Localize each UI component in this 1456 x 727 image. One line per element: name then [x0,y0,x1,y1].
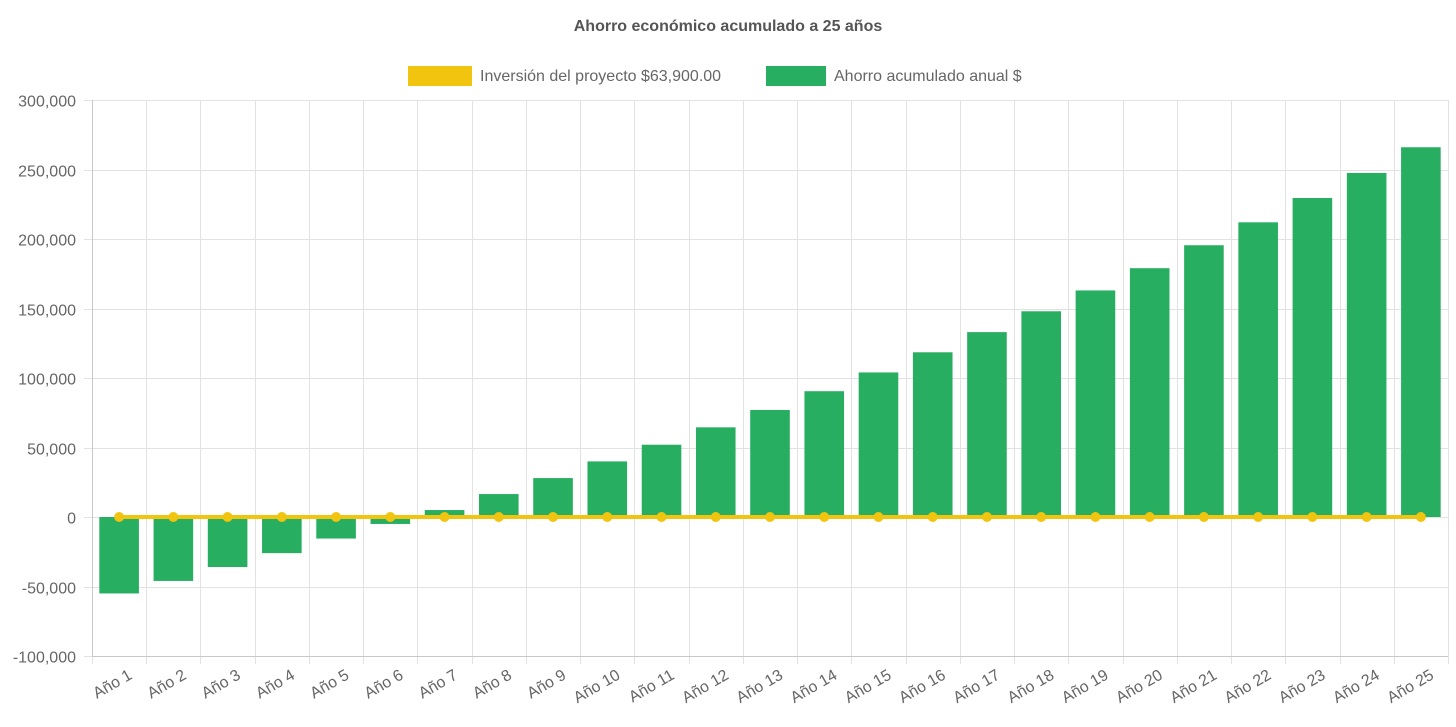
bar-Año-11[interactable] [641,444,682,517]
x-tick-label: Año 20 [1113,667,1166,707]
x-tick-label: Año 16 [896,667,949,707]
x-tick-label: Año 19 [1059,667,1112,707]
x-tick-label: Año 6 [362,667,407,703]
investment-point-Año-11[interactable] [656,512,667,522]
legend-item-savings[interactable]: Ahorro acumulado anual $ [766,66,1022,86]
bar-Año-1[interactable] [99,517,139,594]
investment-point-Año-24[interactable] [1361,512,1372,522]
x-tick-label: Año 13 [734,667,787,707]
x-tick-label: Año 17 [951,667,1004,707]
x-tick-label: Año 1 [90,667,135,703]
bar-Año-20[interactable] [1129,268,1170,517]
savings-bars [99,147,1441,594]
x-tick-label: Año 7 [416,667,461,703]
investment-point-Año-19[interactable] [1090,512,1101,522]
investment-point-Año-16[interactable] [927,512,938,522]
x-tick-label: Año 18 [1005,667,1058,707]
investment-point-Año-6[interactable] [385,512,396,522]
x-tick-label: Año 22 [1222,667,1275,707]
legend-label-investment: Inversión del proyecto $63,900.00 [480,68,721,85]
y-tick-label: 150,000 [18,303,76,320]
x-tick-label: Año 23 [1276,667,1329,707]
investment-point-Año-18[interactable] [1036,512,1047,522]
bar-Año-24[interactable] [1346,172,1387,517]
bar-Año-19[interactable] [1075,290,1116,517]
investment-point-Año-10[interactable] [602,512,613,522]
investment-point-Año-2[interactable] [168,512,179,522]
y-tick-label: -100,000 [13,650,76,667]
y-axis-ticks: 300,000 250,000 200,000 150,000 100,000 50,00… [13,94,76,667]
investment-point-Año-8[interactable] [493,512,504,522]
investment-point-Año-14[interactable] [819,512,830,522]
y-tick-label: 100,000 [18,372,76,389]
bar-Año-25[interactable] [1401,147,1441,517]
investment-point-Año-23[interactable] [1307,512,1318,522]
bar-Año-9[interactable] [533,478,573,517]
legend-swatch-savings [766,66,826,86]
legend-item-investment[interactable]: Inversión del proyecto $63,900.00 [408,66,721,86]
investment-point-Año-13[interactable] [765,512,775,522]
y-tick-label: -50,000 [22,581,76,598]
x-tick-label: Año 4 [253,667,298,703]
x-tick-label: Año 10 [571,667,624,707]
bar-Año-16[interactable] [912,352,953,517]
investment-point-Año-15[interactable] [873,512,884,522]
bar-Año-2[interactable] [153,517,194,581]
bar-Año-22[interactable] [1238,222,1278,517]
legend: Inversión del proyecto $63,900.00 Ahorro… [408,66,1022,86]
bar-Año-12[interactable] [695,427,736,517]
investment-point-Año-22[interactable] [1253,512,1264,522]
x-tick-label: Año 24 [1330,667,1383,707]
bar-Año-13[interactable] [750,409,790,517]
bar-Año-18[interactable] [1021,311,1061,517]
y-tick-label: 250,000 [18,164,76,181]
x-tick-label: Año 14 [788,667,841,707]
x-tick-label: Año 21 [1167,667,1220,707]
x-tick-label: Año 12 [679,667,732,707]
x-tick-label: Año 8 [470,667,515,703]
chart-title: Ahorro económico acumulado a 25 años [574,18,883,35]
y-tick-label: 300,000 [18,94,76,111]
investment-point-Año-7[interactable] [439,512,450,522]
bar-Año-14[interactable] [804,391,845,517]
investment-point-Año-25[interactable] [1415,512,1426,522]
investment-point-Año-9[interactable] [548,512,559,522]
investment-line [114,512,1426,522]
investment-point-Año-4[interactable] [276,512,287,522]
bar-Año-15[interactable] [858,372,899,517]
x-tick-label: Año 11 [626,667,677,707]
x-tick-label: Año 9 [524,667,569,703]
y-tick-label: 200,000 [18,233,76,250]
x-tick-label: Año 5 [307,667,352,703]
y-tick-label: 50,000 [27,442,76,459]
y-tick-label: 0 [67,511,76,528]
investment-point-Año-17[interactable] [981,512,992,522]
bar-Año-8[interactable] [479,494,519,517]
bar-Año-4[interactable] [262,517,302,554]
investment-point-Año-12[interactable] [710,512,721,522]
investment-point-Año-5[interactable] [331,512,342,522]
x-tick-label: Año 2 [145,667,190,703]
bar-Año-3[interactable] [207,517,248,568]
x-tick-label: Año 3 [199,667,244,703]
grid-lines [84,100,1449,664]
legend-label-savings: Ahorro acumulado anual $ [834,68,1022,85]
bar-Año-5[interactable] [316,517,356,539]
investment-point-Año-1[interactable] [114,512,125,522]
x-axis-ticks: Año 1 Año 2 Año 3 Año 4 Año 5 Año 6 Año 7 Año 8… [90,667,1437,707]
x-tick-label: Año 25 [1384,667,1437,707]
bar-Año-23[interactable] [1292,197,1333,517]
legend-swatch-investment [408,66,472,86]
x-tick-label: Año 15 [842,667,895,707]
bar-Año-17[interactable] [967,332,1007,517]
investment-point-Año-20[interactable] [1144,512,1155,522]
bar-Año-21[interactable] [1184,245,1224,517]
investment-point-Año-3[interactable] [222,512,233,522]
bar-Año-10[interactable] [587,461,628,517]
investment-point-Año-21[interactable] [1198,512,1209,522]
